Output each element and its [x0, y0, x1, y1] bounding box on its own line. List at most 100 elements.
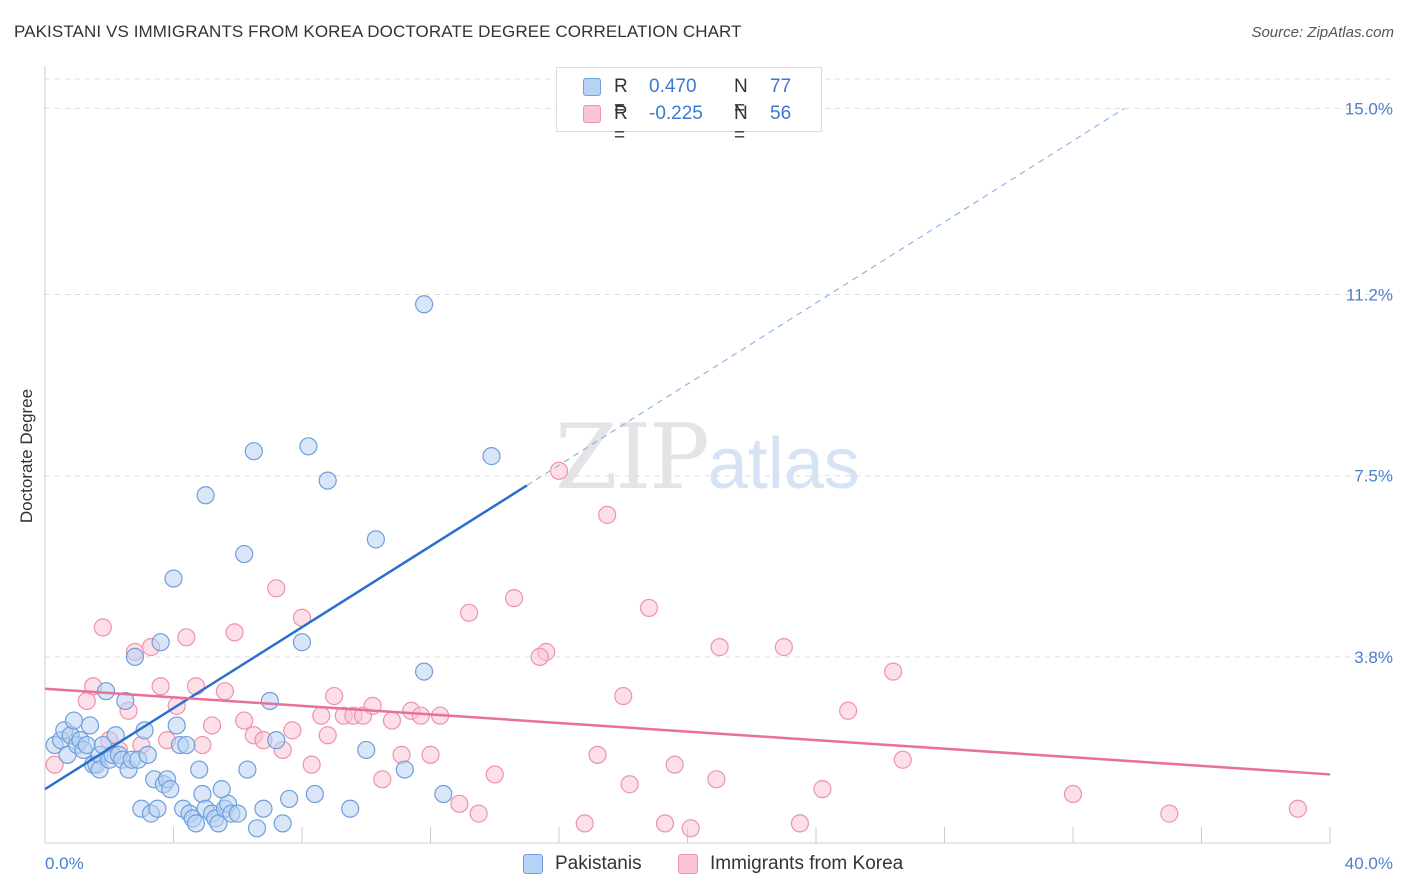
scatter-point: [267, 579, 286, 598]
scatter-point: [186, 677, 206, 696]
scatter-point: [116, 691, 135, 711]
scatter-point: [373, 770, 392, 789]
y-tick-label: 15.0%: [1345, 99, 1393, 118]
scatter-point: [93, 618, 112, 637]
scatter-point: [151, 677, 170, 696]
scatter-point: [325, 686, 344, 706]
bottom-legend-label: Pakistanis: [555, 853, 642, 874]
scatter-point: [215, 682, 234, 701]
legend-n-label: N =: [734, 103, 748, 146]
scatter-point: [414, 295, 434, 314]
scatter-point: [414, 662, 434, 681]
scatter-point: [164, 569, 183, 588]
scatter-point: [450, 794, 469, 813]
scatter-point: [254, 799, 273, 818]
scatter-point: [151, 633, 170, 652]
scatter-point: [260, 691, 279, 711]
scatter-point: [138, 745, 157, 764]
scatter-point: [482, 447, 501, 466]
scatter-point: [247, 819, 267, 838]
legend-r-value: 0.470: [649, 76, 697, 97]
scatter-point: [366, 530, 385, 549]
scatter-point: [883, 662, 903, 681]
scatter-point: [273, 814, 292, 833]
scatter-point: [318, 471, 337, 490]
scatter-point: [357, 740, 376, 760]
scatter-point: [280, 789, 299, 809]
y-tick-label: 7.5%: [1354, 467, 1393, 486]
scatter-point: [790, 814, 810, 833]
legend-r-value: -0.225: [649, 103, 703, 124]
scatter-point: [177, 628, 196, 647]
korea-trend-line: [44, 687, 1331, 776]
legend-swatch-blue: [583, 78, 601, 96]
scatter-point: [235, 544, 254, 564]
scatter-point: [639, 598, 659, 618]
scatter-point: [485, 765, 504, 784]
korea-points: [45, 461, 1307, 838]
scatter-point: [434, 784, 453, 804]
scatter-point: [167, 716, 186, 735]
scatter-point: [305, 784, 324, 804]
scatter-point: [459, 603, 479, 622]
scatter-point: [299, 437, 318, 456]
scatter-point: [193, 784, 212, 804]
scatter-point: [575, 814, 594, 833]
scatter-point: [1063, 784, 1083, 804]
correlation-legend: R = 0.470 N = 77 R = -0.225 N = 56: [556, 67, 822, 146]
scatter-point: [620, 775, 639, 794]
x-tick-label: 0.0%: [45, 854, 84, 873]
scatter-point: [267, 731, 286, 750]
scatter-point: [1288, 799, 1307, 818]
scatter-point: [238, 760, 257, 779]
scatter-point: [395, 760, 414, 779]
scatter-point: [598, 505, 617, 524]
chart-title: PAKISTANI VS IMMIGRANTS FROM KOREA DOCTO…: [14, 22, 742, 41]
scatter-point: [588, 745, 607, 764]
scatter-point: [421, 745, 440, 764]
scatter-point: [504, 589, 524, 608]
legend-r-label: R =: [614, 103, 628, 146]
scatter-point: [225, 623, 244, 642]
scatter-point: [411, 706, 430, 725]
scatter-point: [186, 814, 206, 833]
legend-swatch-pink: [583, 105, 601, 123]
pakistani-trend-extension: [526, 107, 1125, 486]
scatter-point: [177, 735, 196, 755]
scatter-point: [681, 819, 700, 838]
watermark: ZIPatlas: [555, 405, 860, 510]
scatter-point: [148, 799, 167, 818]
y-tick-label: 3.8%: [1354, 648, 1393, 667]
legend-n-value: 56: [770, 103, 792, 124]
scatter-point: [283, 721, 302, 740]
source-credit: Source: ZipAtlas.com: [1251, 24, 1394, 41]
scatter-point: [813, 780, 832, 799]
scatter-point: [839, 701, 858, 720]
scatter-point: [244, 442, 263, 461]
scatter-point: [707, 770, 726, 789]
scatter-point: [774, 638, 793, 657]
pakistani-trend-line: [44, 484, 528, 791]
legend-n-label: N =: [734, 76, 748, 119]
axes: [44, 66, 1331, 844]
bottom-legend-swatch-pink: [678, 854, 698, 874]
scatter-point: [614, 686, 633, 706]
scatter-point: [193, 735, 212, 755]
grid-lines: [45, 78, 1395, 658]
scatter-point: [292, 633, 312, 652]
trend-lines: [44, 107, 1331, 791]
scatter-point: [212, 780, 231, 799]
scatter-point: [125, 647, 145, 666]
scatter-point: [530, 647, 549, 666]
legend-r-label: R =: [614, 76, 628, 119]
scatter-point: [235, 711, 254, 730]
y-tick-label: 11.2%: [1346, 285, 1393, 304]
watermark-zip: ZIP: [555, 405, 710, 510]
watermark-atlas: atlas: [707, 424, 860, 504]
scatter-point: [202, 716, 222, 735]
legend-n-value: 77: [770, 76, 792, 97]
scatter-point: [382, 711, 402, 730]
scatter-point: [302, 755, 321, 774]
scatter-point: [190, 760, 209, 779]
